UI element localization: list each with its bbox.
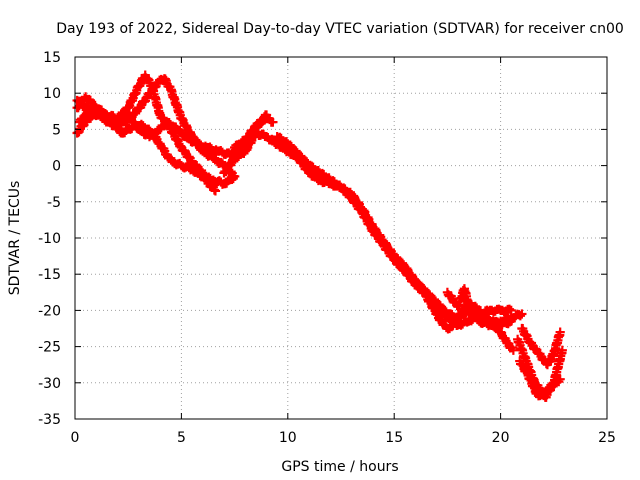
x-tick-label: 20 [492,430,510,446]
x-tick-label: 5 [177,430,186,446]
y-tick-label: 15 [43,50,61,66]
y-tick-label: 5 [52,122,61,138]
x-tick-label: 0 [71,430,80,446]
y-tick-label: -25 [38,340,61,356]
data-point [557,345,567,355]
y-tick-label: -15 [38,267,61,283]
chart-title: Day 193 of 2022, Sidereal Day-to-day VTE… [56,21,624,37]
data-point [268,117,278,127]
data-points [72,70,567,402]
y-tick-label: 10 [43,86,61,102]
y-tick-label: -10 [38,231,61,247]
y-tick-label: 0 [52,159,61,175]
x-tick-label: 25 [598,430,616,446]
data-point [210,186,221,196]
y-tick-label: -20 [38,303,61,319]
series-track-9 [517,323,565,370]
y-axis-label: SDTVAR / TECUs [7,181,23,296]
data-point [230,171,240,182]
x-tick-label: 10 [279,430,297,446]
y-tick-label: -5 [47,195,61,211]
series-track-11 [230,113,278,153]
series-track-12 [442,284,527,331]
y-tick-label: -35 [38,412,61,428]
data-point [517,309,527,319]
data-point [506,305,516,315]
data-point [555,327,565,337]
x-axis-label: GPS time / hours [281,459,398,475]
data-point [508,345,518,355]
x-tick-label: 15 [385,430,403,446]
series-track-10 [515,345,567,402]
axis-ticks: 0 5 10 15 20 25 15 10 5 0 -5 -10 -15 -20 -25 -30 -35 [38,50,616,446]
y-tick-label: -30 [38,376,61,392]
